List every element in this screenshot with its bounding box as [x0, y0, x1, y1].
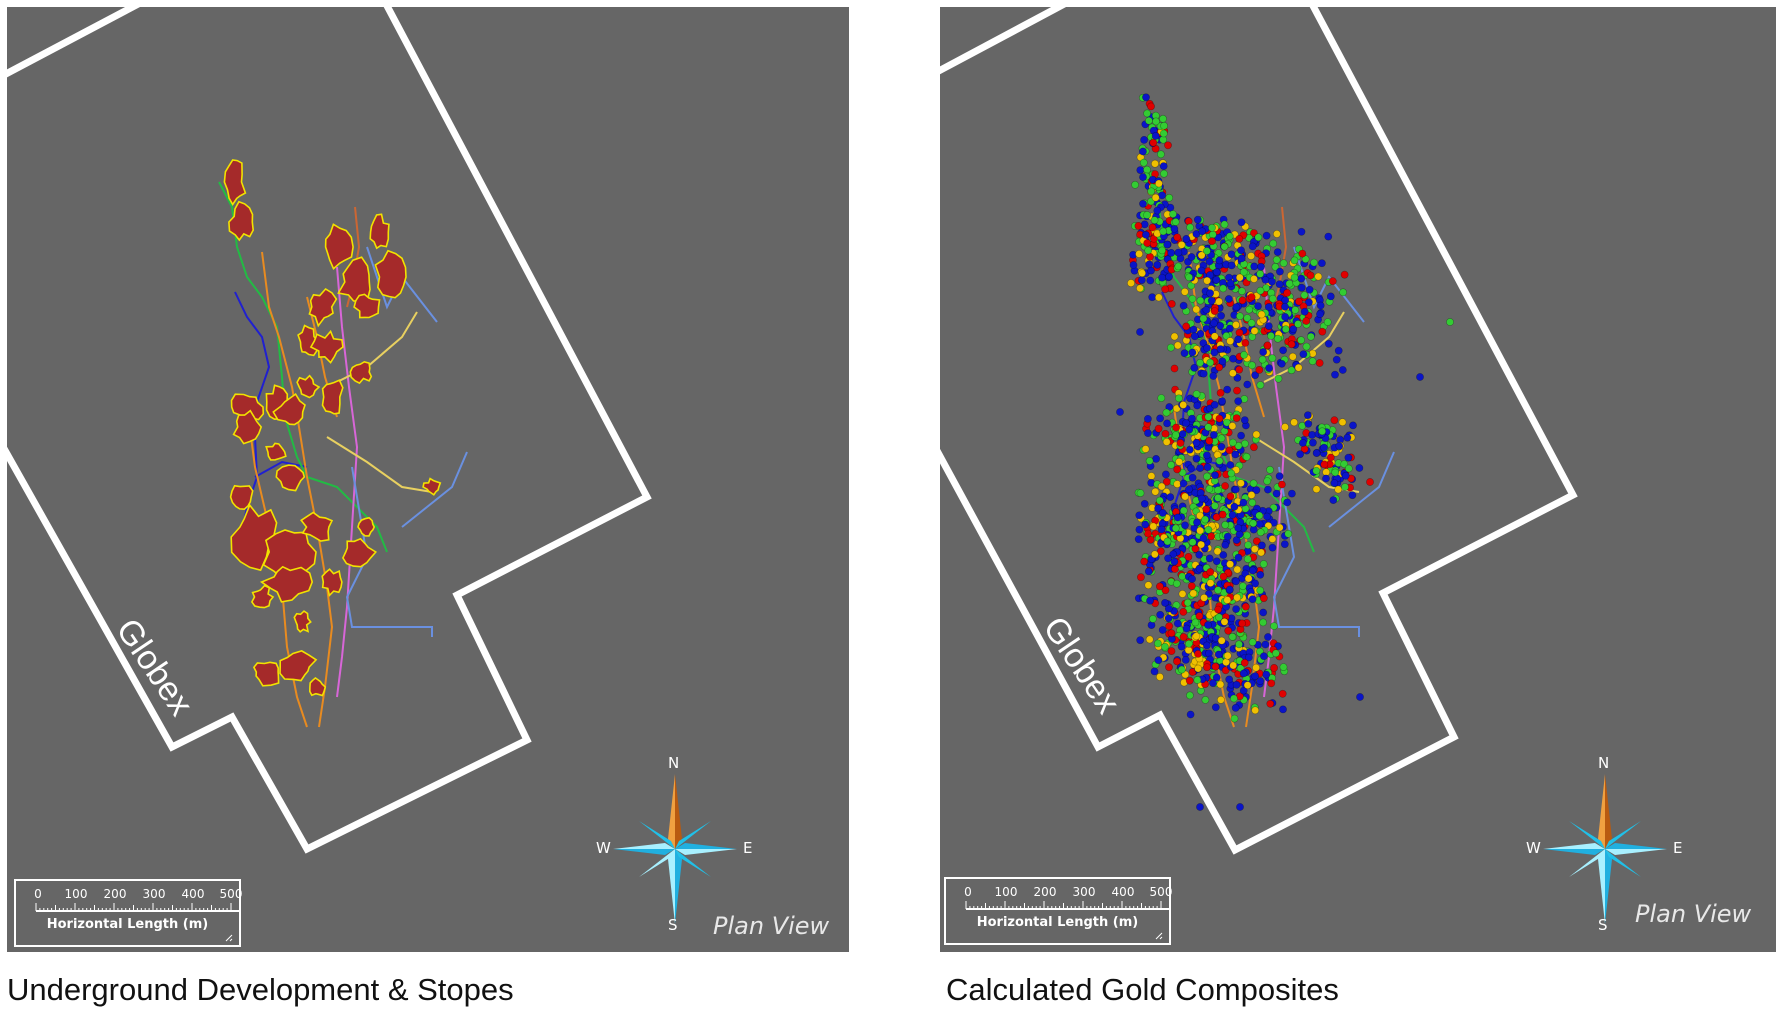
scale-bar-title: Horizontal Length (m): [46, 917, 209, 932]
scale-tick-label: 0: [34, 887, 42, 901]
plan-view-label: Plan View: [713, 912, 830, 940]
compass-west-label: W: [596, 839, 611, 857]
gold-composite-points: [1116, 93, 1454, 811]
lease-boundary: [7, 7, 652, 854]
map-panel-composites[interactable]: Globex 0 100 200 300 400 500 Horizontal …: [940, 7, 1776, 952]
scale-bar-title: Horizontal Length (m): [976, 915, 1139, 930]
scale-tick-label: 0: [964, 885, 972, 899]
map-canvas-stopes: [7, 7, 652, 854]
lease-boundary: [940, 7, 1067, 75]
compass-north-label: N: [1598, 754, 1610, 772]
figure-caption-left: Underground Development & Stopes: [7, 972, 514, 1007]
figure-caption-right: Calculated Gold Composites: [946, 972, 1339, 1007]
north-arrow: N S W E: [1520, 754, 1690, 934]
scale-tick-label: 500: [219, 887, 243, 901]
compass-east-label: E: [1673, 839, 1683, 857]
scale-tick-label: 100: [994, 885, 1018, 899]
map-canvas-composites: [940, 7, 1578, 855]
compass-south-label: S: [668, 916, 678, 934]
compass-west-label: W: [1526, 839, 1541, 857]
scale-tick-label: 500: [1149, 885, 1173, 899]
scale-tick-label: 200: [103, 887, 127, 901]
scale-bar-ruler: [35, 903, 241, 942]
compass-north-label: N: [668, 754, 680, 772]
north-arrow: N S W E: [590, 754, 760, 934]
stope-polygons: [223, 159, 442, 697]
lease-boundary: [7, 7, 141, 78]
compass-south-label: S: [1598, 916, 1608, 934]
lease-boundary: [940, 7, 1578, 855]
compass-rose-icon: [613, 774, 737, 924]
development-drifts: [218, 181, 468, 728]
scale-bar: 0 100 200 300 400 500 Horizontal Length …: [944, 877, 1173, 945]
scale-tick-label: 400: [181, 887, 205, 901]
scale-tick-label: 100: [64, 887, 88, 901]
scale-tick-label: 400: [1111, 885, 1135, 899]
scale-tick-label: 300: [1072, 885, 1096, 899]
scale-tick-label: 300: [142, 887, 166, 901]
map-panel-stopes[interactable]: Globex 0 100 200 300 400 500 Horizontal …: [7, 7, 849, 952]
plan-view-label: Plan View: [1635, 900, 1752, 928]
scale-bar: 0 100 200 300 400 500 Horizontal Length …: [14, 879, 243, 947]
compass-rose-icon: [1543, 774, 1667, 924]
compass-east-label: E: [743, 839, 753, 857]
scale-bar-ruler: [965, 901, 1171, 940]
scale-tick-label: 200: [1033, 885, 1057, 899]
